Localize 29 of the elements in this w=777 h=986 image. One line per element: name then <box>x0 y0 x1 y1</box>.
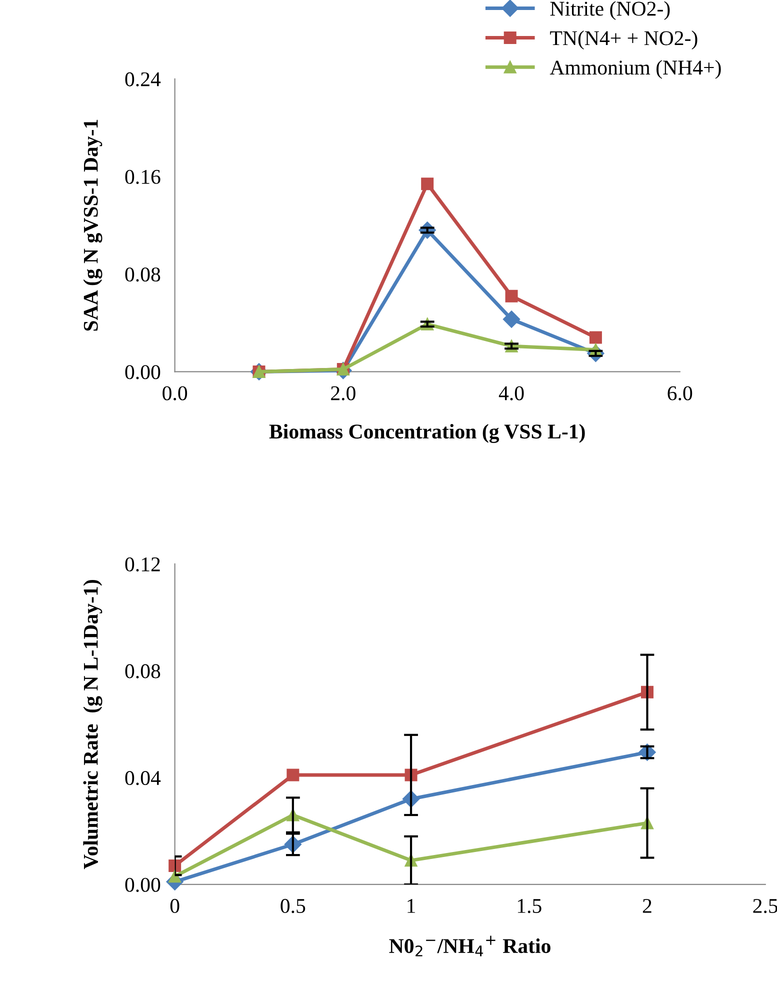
legend-label: Ammonium (NH4+) <box>550 60 721 79</box>
x-tick-label: 4.0 <box>498 386 524 400</box>
point <box>286 768 300 782</box>
point <box>589 331 602 344</box>
y-tick-label: 0.00 <box>125 365 160 380</box>
x-axis-title: N0$_{2}$$^{−}$/NH$_{4}$$^{+}$ Ratio <box>389 936 550 956</box>
x-tick-label: 6.0 <box>668 386 692 400</box>
x-tick-label: 1.5 <box>518 899 542 914</box>
point <box>421 178 434 190</box>
y-tick-label: 0.00 <box>125 878 160 892</box>
y-tick-label: 0.08 <box>125 664 160 678</box>
x-tick-label: 0.5 <box>280 898 306 914</box>
x-tick-label: 1 <box>408 899 415 913</box>
y-tick-label: 0.24 <box>125 72 161 86</box>
x-tick-label: 0 <box>170 898 180 913</box>
y-tick-label: 0.08 <box>125 267 160 282</box>
legend-label: Nitrite (NO2-) <box>550 1 670 20</box>
point <box>505 290 518 302</box>
x-tick-label: 0.0 <box>162 386 188 400</box>
y-axis-title: SAA (g N gVSS-1 Day-1 <box>83 120 102 331</box>
x-tick-label: 2.0 <box>331 386 356 400</box>
x-axis-title: Biomass Concentration (g VSS L-1) <box>269 424 585 444</box>
point <box>502 310 520 328</box>
y-tick-label: 0.12 <box>125 557 160 572</box>
legend-label: TN(N4+ + NO2-) <box>550 30 698 50</box>
x-tick-label: 2 <box>642 898 652 913</box>
y-tick-label: 0.16 <box>125 170 160 184</box>
y-axis-title: Volumetric Rate (g N L-1Day-1) <box>83 580 102 870</box>
y-tick-label: 0.04 <box>125 771 161 786</box>
